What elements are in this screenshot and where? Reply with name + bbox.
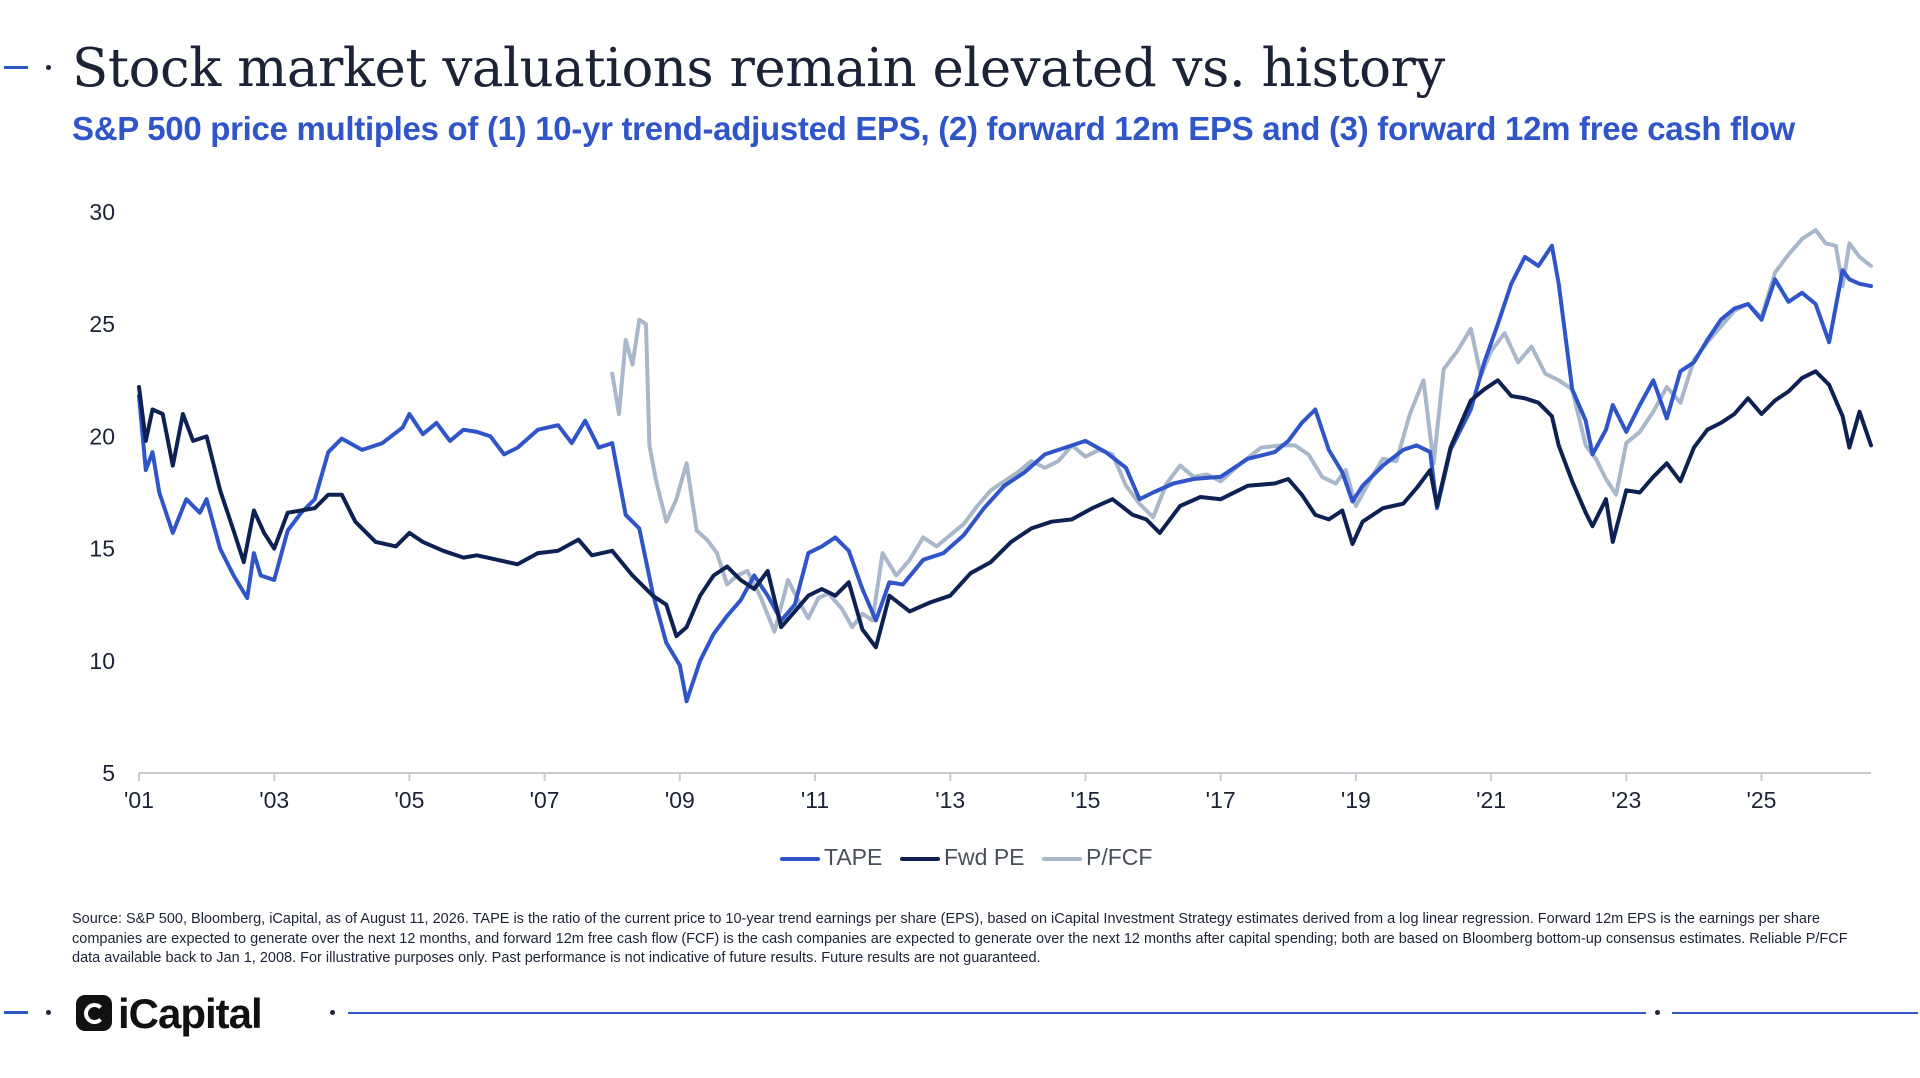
title-dash-decoration bbox=[4, 66, 28, 69]
footer-rule-left bbox=[348, 1012, 1646, 1014]
y-tick-label-15: 15 bbox=[89, 536, 115, 562]
x-tick-label-2001: '01 bbox=[124, 787, 154, 813]
x-tick-label-2007: '07 bbox=[530, 787, 560, 813]
x-tick-label-2003: '03 bbox=[259, 787, 289, 813]
page-subtitle: S&P 500 price multiples of (1) 10-yr tre… bbox=[72, 110, 1795, 147]
legend-label-fwd-pe: Fwd PE bbox=[944, 844, 1025, 870]
footer-dot-decoration-3 bbox=[1655, 1010, 1660, 1015]
page-title: Stock market valuations remain elevated … bbox=[72, 38, 1445, 99]
footer-bar: iCapital bbox=[0, 990, 1920, 1040]
x-tick-label-2013: '13 bbox=[935, 787, 965, 813]
footer-dot-decoration-2 bbox=[330, 1010, 335, 1015]
legend-swatch-tape bbox=[780, 857, 820, 861]
legend-swatch-fwd-pe bbox=[900, 857, 940, 861]
series-line-p-fcf bbox=[610, 228, 1873, 634]
title-row: Stock market valuations remain elevated … bbox=[0, 38, 1920, 108]
x-tick-label-2025: '25 bbox=[1746, 787, 1776, 813]
title-dot-decoration bbox=[46, 65, 51, 70]
y-tick-label-20: 20 bbox=[89, 423, 115, 449]
source-footnote: Source: S&P 500, Bloomberg, iCapital, as… bbox=[72, 911, 1848, 966]
x-tick-label-2011: '11 bbox=[801, 787, 829, 813]
series-line-fwd-pe bbox=[137, 369, 1873, 650]
brand-logo-text: iCapital bbox=[118, 990, 263, 1037]
y-tick-label-5: 5 bbox=[102, 760, 115, 786]
x-tick-label-2005: '05 bbox=[394, 787, 424, 813]
x-tick-label-2019: '19 bbox=[1341, 787, 1371, 813]
y-axis-ticks: 5 10 15 20 25 30 bbox=[89, 199, 115, 786]
x-axis: '01 '03 '05 '07 '09 '11 '13 '15 '17 '19 '21 '23 '25 bbox=[124, 772, 1871, 813]
footer-dash-decoration bbox=[4, 1011, 28, 1014]
chart-legend: TAPE Fwd PE P/FCF bbox=[0, 843, 1920, 873]
series-line-tape bbox=[137, 243, 1873, 704]
icapital-logo-icon bbox=[76, 995, 112, 1031]
x-tick-label-2021: '21 bbox=[1476, 787, 1506, 813]
legend-label-pfcf: P/FCF bbox=[1086, 844, 1153, 870]
series-layer bbox=[137, 228, 1873, 704]
x-tick-label-2017: '17 bbox=[1206, 787, 1236, 813]
x-tick-label-2023: '23 bbox=[1611, 787, 1641, 813]
legend-swatch-pfcf bbox=[1042, 857, 1082, 861]
y-tick-label-10: 10 bbox=[89, 648, 115, 674]
x-tick-label-2009: '09 bbox=[665, 787, 695, 813]
y-tick-label-30: 30 bbox=[89, 199, 115, 225]
x-tick-label-2015: '15 bbox=[1070, 787, 1100, 813]
legend-label-tape: TAPE bbox=[824, 844, 883, 870]
footer-dot-decoration bbox=[46, 1010, 51, 1015]
footer-rule-right bbox=[1672, 1012, 1918, 1014]
y-tick-label-25: 25 bbox=[89, 311, 115, 337]
